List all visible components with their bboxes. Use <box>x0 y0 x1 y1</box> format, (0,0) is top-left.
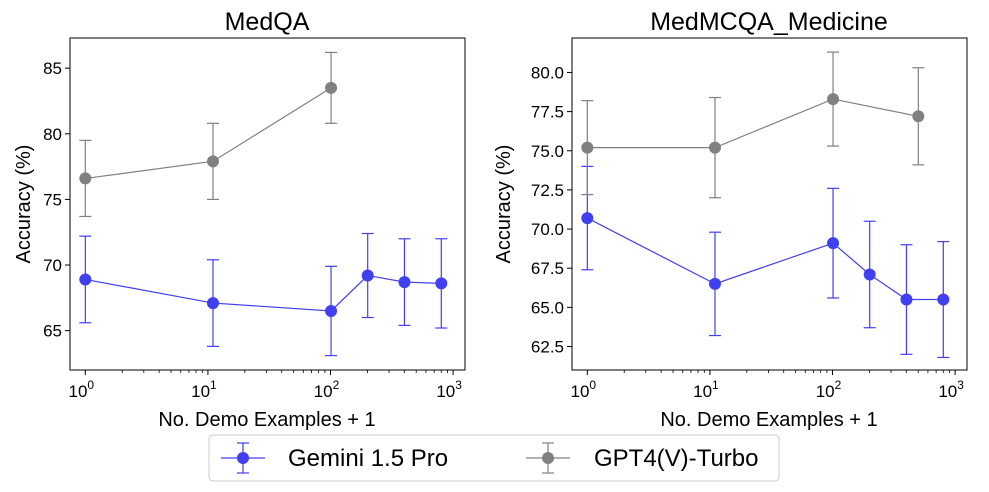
chart-title: MedMCQA_Medicine <box>650 8 888 36</box>
y-tick-label: 65 <box>43 322 62 341</box>
legend-label-gemini: Gemini 1.5 Pro <box>288 445 448 472</box>
y-tick-label: 67.5 <box>531 259 564 278</box>
mark-layer <box>581 51 950 359</box>
x-tick-exponent: 3 <box>957 378 964 392</box>
y-axis-label: Accuracy (%) <box>493 145 515 264</box>
series-line-gpt4-v-turbo <box>587 98 919 149</box>
x-tick-base: 10 <box>191 382 210 401</box>
y-tick-label: 65.0 <box>531 298 564 317</box>
x-tick-label: 100 <box>571 378 597 401</box>
data-point-gpt4-v-turbo <box>708 141 721 154</box>
legend-marker-gemini <box>221 442 265 474</box>
data-point-gemini-1-5-pro <box>361 269 374 282</box>
data-point-gpt4-v-turbo <box>325 81 338 94</box>
data-point-gemini-1-5-pro <box>863 268 876 281</box>
legend: Gemini 1.5 Pro GPT4(V)-Turbo <box>208 434 780 482</box>
data-point-gpt4-v-turbo <box>581 141 594 154</box>
x-tick-base: 10 <box>816 382 835 401</box>
series-line-gemini-1-5-pro <box>587 217 944 301</box>
data-point-gemini-1-5-pro <box>827 237 840 250</box>
data-point-gemini-1-5-pro <box>581 212 594 225</box>
x-tick-label: 103 <box>436 378 462 401</box>
y-tick-label: 75.0 <box>531 142 564 161</box>
x-tick-label: 102 <box>314 378 340 401</box>
y-tick-label: 70 <box>43 256 62 275</box>
legend-dot <box>237 452 249 464</box>
x-tick-exponent: 1 <box>712 378 719 392</box>
x-tick-exponent: 2 <box>835 378 842 392</box>
panel-medqa: MedQA No. Demo Examples + 1 Accuracy (%)… <box>13 8 466 431</box>
x-axis-label: No. Demo Examples + 1 <box>158 409 375 431</box>
x-tick-label: 101 <box>191 378 217 401</box>
series-line-gemini-1-5-pro <box>85 274 442 312</box>
data-point-gemini-1-5-pro <box>708 277 721 290</box>
legend-marker-gpt4 <box>526 442 570 474</box>
x-axis-label: No. Demo Examples + 1 <box>660 409 877 431</box>
data-point-gemini-1-5-pro <box>900 293 913 306</box>
y-tick-label: 75 <box>43 190 62 209</box>
legend-dot <box>542 452 554 464</box>
x-tick-base: 10 <box>314 382 333 401</box>
x-tick-exponent: 0 <box>87 378 94 392</box>
y-tick-label: 62.5 <box>531 338 564 357</box>
data-point-gpt4-v-turbo <box>827 93 840 106</box>
data-point-gemini-1-5-pro <box>398 276 411 289</box>
x-tick-base: 10 <box>693 382 712 401</box>
x-tick-label: 100 <box>69 378 95 401</box>
data-point-gemini-1-5-pro <box>79 273 92 286</box>
legend-box <box>208 434 780 482</box>
x-tick-label: 101 <box>693 378 719 401</box>
x-tick-base: 10 <box>69 382 88 401</box>
data-point-gemini-1-5-pro <box>435 277 448 290</box>
x-tick-exponent: 0 <box>589 378 596 392</box>
data-point-gemini-1-5-pro <box>937 293 950 306</box>
y-tick-label: 80.0 <box>531 63 564 82</box>
x-tick-label: 103 <box>938 378 964 401</box>
mark-layer <box>79 51 448 357</box>
legend-item-gpt4: GPT4(V)-Turbo <box>526 442 758 474</box>
data-point-gpt4-v-turbo <box>206 155 219 168</box>
data-point-gpt4-v-turbo <box>79 172 92 185</box>
y-tick-label: 70.0 <box>531 220 564 239</box>
x-tick-base: 10 <box>571 382 590 401</box>
x-tick-base: 10 <box>436 382 455 401</box>
y-tick-label: 72.5 <box>531 181 564 200</box>
data-point-gpt4-v-turbo <box>912 110 925 123</box>
data-point-gemini-1-5-pro <box>206 297 219 310</box>
y-axis-label: Accuracy (%) <box>13 145 35 264</box>
x-tick-label: 102 <box>816 378 842 401</box>
y-tick-label: 85 <box>43 59 62 78</box>
plot-frame <box>69 37 466 371</box>
plot-frame <box>571 37 968 371</box>
x-tick-exponent: 1 <box>210 378 217 392</box>
chart-title: MedQA <box>225 8 310 36</box>
x-tick-base: 10 <box>938 382 957 401</box>
legend-item-gemini: Gemini 1.5 Pro <box>221 442 448 474</box>
x-tick-exponent: 2 <box>333 378 340 392</box>
y-tick-label: 80 <box>43 125 62 144</box>
panel-medmcqa-medicine: MedMCQA_Medicine No. Demo Examples + 1 A… <box>493 8 968 431</box>
data-point-gemini-1-5-pro <box>325 304 338 317</box>
y-tick-label: 77.5 <box>531 103 564 122</box>
legend-label-gpt4: GPT4(V)-Turbo <box>594 445 758 472</box>
x-tick-exponent: 3 <box>455 378 462 392</box>
